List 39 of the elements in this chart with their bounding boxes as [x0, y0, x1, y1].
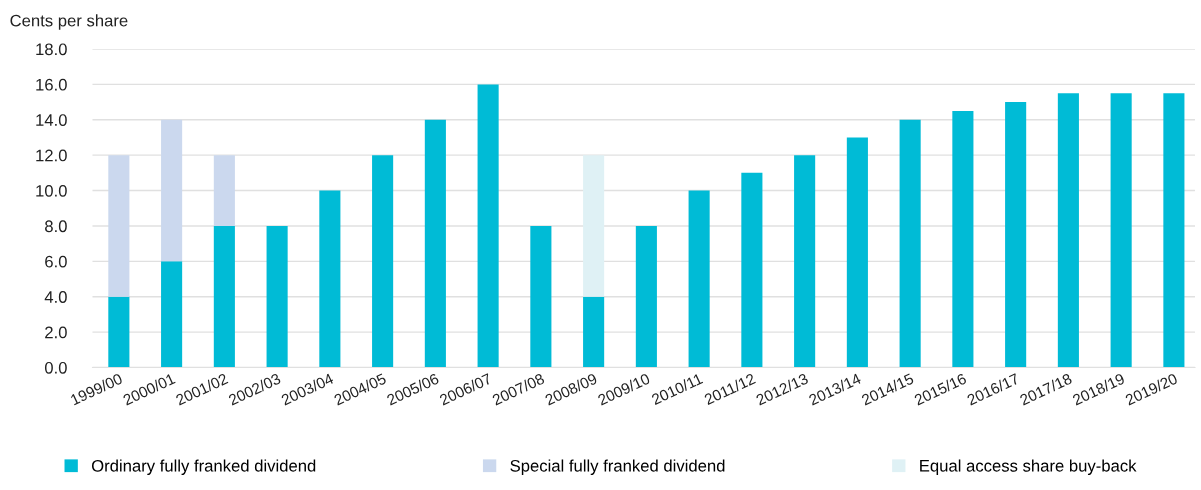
bar [530, 225, 552, 368]
legend-label: Special fully franked dividend [510, 459, 725, 475]
bar [1110, 93, 1132, 368]
bar [1057, 93, 1079, 368]
bar [424, 119, 446, 368]
bar [635, 225, 657, 368]
y-tick-label: 8.0 [45, 220, 67, 233]
y-tick-label: 4.0 [44, 291, 67, 303]
bar [899, 119, 921, 368]
legend-label: Ordinary fully franked dividend [91, 459, 316, 475]
bar [108, 296, 130, 368]
bar [794, 155, 816, 368]
legend-label: Equal access share buy-back [920, 459, 1137, 475]
y-tick-label: 16.0 [36, 78, 67, 91]
bar [1005, 102, 1027, 368]
bar [952, 110, 974, 368]
bar [213, 225, 235, 368]
bar [688, 190, 710, 368]
bar [846, 137, 868, 368]
y-tick-label: 0.0 [44, 361, 67, 374]
y-tick-label: 6.0 [45, 255, 67, 268]
bar [477, 84, 499, 368]
y-axis-title: Cents per share [10, 14, 128, 30]
bar [583, 296, 605, 368]
bar [108, 155, 130, 297]
bar [266, 225, 288, 368]
bar [741, 172, 763, 368]
y-tick-label: 2.0 [45, 326, 67, 339]
y-tick-label: 14.0 [36, 114, 67, 126]
y-tick-label: 12.0 [36, 149, 67, 162]
bar [372, 155, 394, 368]
bar [583, 155, 605, 297]
y-tick-label: 10.0 [36, 184, 67, 197]
bar [161, 261, 183, 368]
bar [319, 190, 341, 368]
bar [161, 119, 183, 262]
bar [1163, 93, 1185, 368]
y-tick-label: 18.0 [36, 43, 67, 56]
bar [213, 155, 235, 226]
